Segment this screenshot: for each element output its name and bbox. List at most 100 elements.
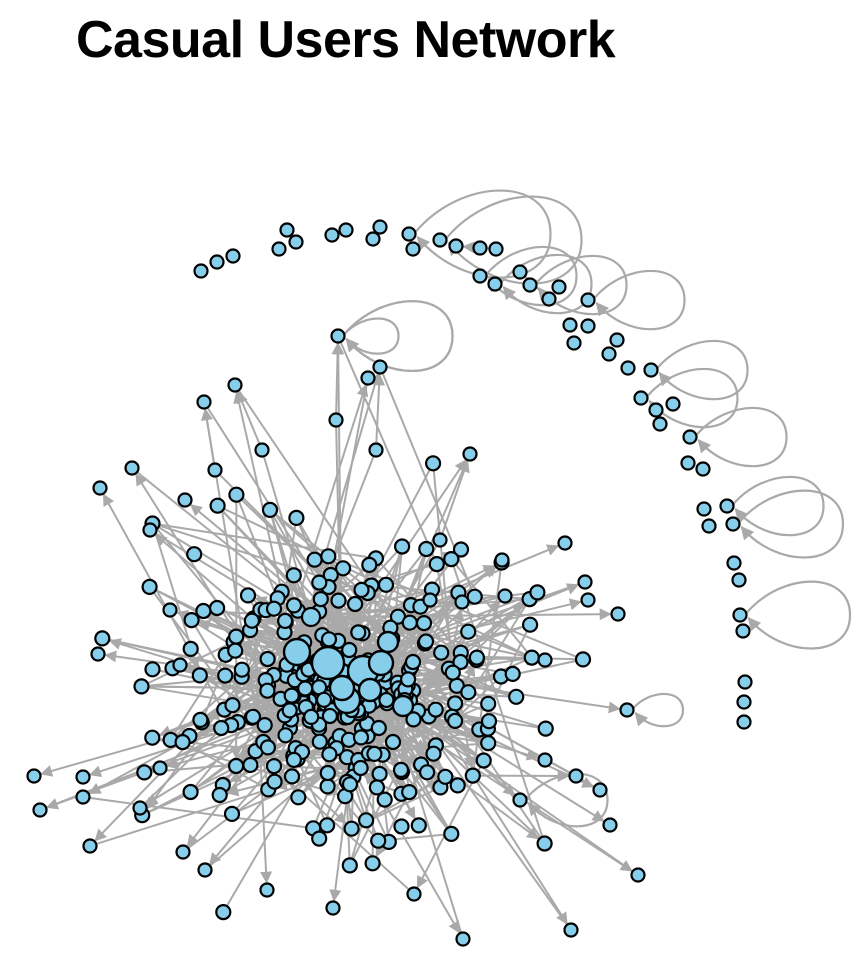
self-loop-edge [485, 245, 578, 307]
graph-node [244, 708, 262, 725]
graph-node [271, 241, 287, 257]
graph-node [315, 691, 333, 708]
self-loop-edge [593, 269, 686, 331]
edge [447, 608, 465, 669]
graph-node [480, 734, 497, 752]
graph-node [726, 555, 742, 571]
graph-node [227, 642, 244, 659]
self-loop-edge [414, 189, 552, 279]
edge [381, 373, 476, 598]
graph-node [368, 779, 385, 796]
graph-node [512, 792, 528, 808]
graph-node [449, 777, 466, 794]
graph-node [488, 241, 504, 257]
graph-node [319, 778, 336, 795]
graph-node [452, 541, 470, 558]
graph-node [365, 231, 381, 247]
graph-node [133, 678, 150, 695]
self-loop-edge [656, 339, 749, 401]
graph-node [283, 768, 301, 785]
graph-node [368, 442, 384, 458]
graph-node [437, 768, 454, 785]
graph-node [265, 600, 283, 617]
graph-node [487, 276, 503, 292]
edge [90, 797, 314, 830]
graph-node [192, 711, 209, 729]
edge [346, 699, 539, 761]
graph-node [360, 370, 376, 386]
graph-node [228, 628, 245, 645]
graph-node [508, 688, 525, 705]
edge [400, 716, 404, 794]
graph-node [285, 567, 302, 584]
graph-node [319, 817, 336, 834]
hub-node [282, 637, 312, 667]
graph-node [228, 757, 245, 775]
self-loop-edge [535, 254, 628, 316]
graph-node [207, 462, 223, 478]
graph-node [731, 572, 747, 588]
graph-node [551, 279, 567, 295]
graph-node [480, 713, 498, 730]
graph-node [290, 789, 307, 806]
graph-node [259, 682, 276, 699]
graph-node [177, 492, 193, 508]
graph-node [633, 390, 649, 406]
graph-node [432, 232, 448, 248]
graph-node [497, 588, 513, 604]
graph-node [415, 614, 433, 632]
graph-node [233, 661, 250, 678]
graph-node [259, 739, 276, 756]
graph-node [427, 701, 444, 718]
graph-node [330, 592, 347, 609]
graph-node [186, 546, 203, 563]
self-loop-edge [632, 692, 685, 728]
graph-node [443, 550, 460, 568]
graph-node [182, 640, 199, 658]
graph-node [562, 317, 578, 333]
graph-node [136, 764, 153, 781]
graph-node [610, 606, 626, 622]
graph-node [324, 227, 340, 243]
graph-node [26, 768, 42, 784]
graph-node [361, 556, 378, 574]
edge [96, 788, 269, 845]
graph-node [191, 667, 208, 684]
graph-node [732, 607, 748, 623]
graph-node [288, 509, 305, 527]
edge [378, 666, 462, 933]
graph-node [737, 674, 753, 690]
graph-node [223, 805, 241, 823]
graph-node [376, 791, 393, 808]
graph-node [566, 335, 582, 351]
graph-node [736, 714, 752, 730]
graph-node [311, 574, 328, 591]
graph-node [311, 830, 328, 847]
graph-node [335, 560, 352, 577]
edge [373, 373, 386, 451]
graph-node [227, 377, 243, 393]
graph-node [404, 653, 422, 671]
graph-node [563, 922, 579, 938]
edge [273, 469, 431, 767]
graph-node [643, 362, 659, 378]
graph-node [144, 661, 161, 678]
graph-node [701, 518, 717, 534]
self-loop-edge [525, 772, 609, 828]
graph-node [577, 574, 593, 590]
graph-node [330, 328, 346, 344]
graph-node [320, 631, 338, 648]
graph-node [418, 540, 435, 558]
graph-node [341, 641, 358, 659]
graph-node [428, 555, 445, 573]
graph-node [312, 590, 329, 608]
graph-node [460, 684, 477, 701]
graph-node [239, 587, 257, 604]
graph-node [285, 597, 303, 614]
graph-node [94, 630, 111, 647]
graph-node [419, 764, 436, 781]
graph-node [455, 931, 471, 947]
graph-node [736, 694, 752, 710]
graph-node [209, 254, 225, 270]
